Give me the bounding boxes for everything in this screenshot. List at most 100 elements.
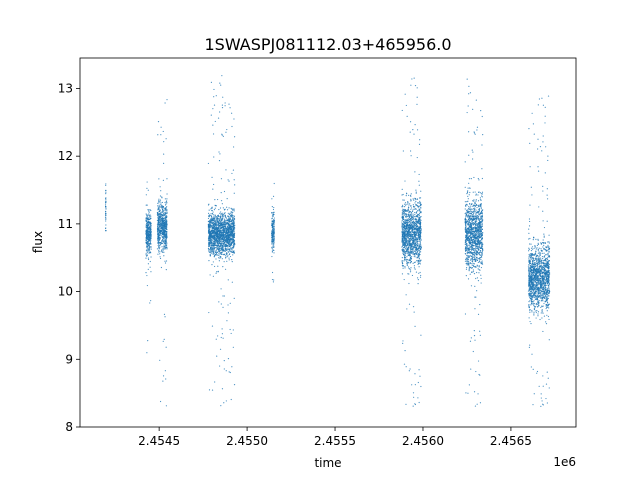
data-point <box>229 246 232 248</box>
data-point <box>479 216 482 218</box>
data-point <box>227 225 229 227</box>
data-point <box>406 209 408 211</box>
data-point <box>408 250 410 252</box>
data-point <box>158 235 160 237</box>
data-point <box>418 221 420 223</box>
data-point <box>469 187 471 189</box>
data-point <box>412 240 414 243</box>
data-point <box>271 240 273 243</box>
data-point <box>229 253 231 255</box>
data-point <box>159 257 162 260</box>
data-point <box>159 251 161 253</box>
data-point <box>211 207 213 209</box>
data-point <box>219 249 221 251</box>
data-point <box>220 227 222 229</box>
data-point <box>158 206 160 208</box>
data-point <box>420 239 422 241</box>
data-point <box>407 262 409 264</box>
data-point <box>145 226 147 228</box>
data-point <box>219 153 221 155</box>
data-point <box>166 216 168 218</box>
data-point <box>215 228 217 231</box>
data-point <box>419 216 421 218</box>
data-point <box>216 216 218 218</box>
data-point <box>231 112 233 114</box>
data-point <box>220 256 222 259</box>
data-point <box>105 202 107 204</box>
data-point <box>160 266 163 269</box>
data-point <box>477 204 479 206</box>
data-point <box>406 224 408 226</box>
data-point <box>414 325 416 327</box>
data-point <box>471 261 474 263</box>
data-point <box>229 371 231 374</box>
data-point <box>411 216 414 218</box>
data-point <box>416 129 419 131</box>
data-point <box>208 209 210 211</box>
data-point <box>147 217 149 219</box>
data-point <box>227 255 229 257</box>
data-point <box>229 235 231 237</box>
data-point <box>412 247 414 249</box>
data-point <box>211 206 213 208</box>
data-point <box>157 221 160 223</box>
data-point <box>468 154 470 156</box>
data-point <box>211 325 214 327</box>
data-point <box>413 265 416 267</box>
data-point <box>105 189 107 192</box>
data-point <box>217 242 219 244</box>
data-point <box>273 206 275 209</box>
data-point <box>465 225 467 227</box>
data-point <box>230 220 233 222</box>
data-point <box>213 242 215 244</box>
data-point <box>219 348 222 350</box>
data-point <box>217 222 220 224</box>
data-point <box>104 210 107 212</box>
data-point <box>209 274 211 276</box>
data-point <box>401 225 403 228</box>
data-point <box>225 223 227 225</box>
data-point <box>419 217 421 219</box>
data-point <box>165 214 167 216</box>
data-point <box>478 245 480 247</box>
data-point <box>227 247 229 249</box>
data-point <box>158 223 161 226</box>
data-point <box>165 209 167 211</box>
data-point <box>233 240 236 242</box>
data-point <box>161 218 163 220</box>
data-point <box>411 274 414 277</box>
data-point <box>405 195 407 197</box>
data-point <box>420 203 422 205</box>
data-point <box>158 178 160 180</box>
data-point <box>207 248 210 250</box>
data-point <box>223 253 225 255</box>
data-point <box>231 259 233 261</box>
data-point <box>213 248 215 250</box>
data-point <box>405 204 407 206</box>
data-point <box>157 229 159 231</box>
data-point <box>215 204 217 207</box>
data-point <box>223 239 225 241</box>
data-point <box>157 220 160 222</box>
data-point <box>219 229 221 231</box>
data-point <box>156 211 158 214</box>
data-point <box>481 251 483 253</box>
data-point <box>229 238 231 240</box>
data-point <box>161 214 163 216</box>
data-point <box>225 169 227 171</box>
data-point <box>158 223 160 226</box>
data-point <box>404 202 407 204</box>
data-point <box>164 316 166 318</box>
data-point <box>165 227 167 229</box>
data-point <box>418 229 420 231</box>
data-point <box>218 249 220 251</box>
data-point <box>211 225 213 227</box>
data-point <box>146 181 148 183</box>
data-point <box>232 240 234 242</box>
data-point <box>418 253 420 255</box>
data-point <box>146 236 148 238</box>
data-point <box>224 223 226 225</box>
data-point <box>480 274 482 276</box>
data-point <box>211 248 213 250</box>
data-point <box>212 253 214 255</box>
